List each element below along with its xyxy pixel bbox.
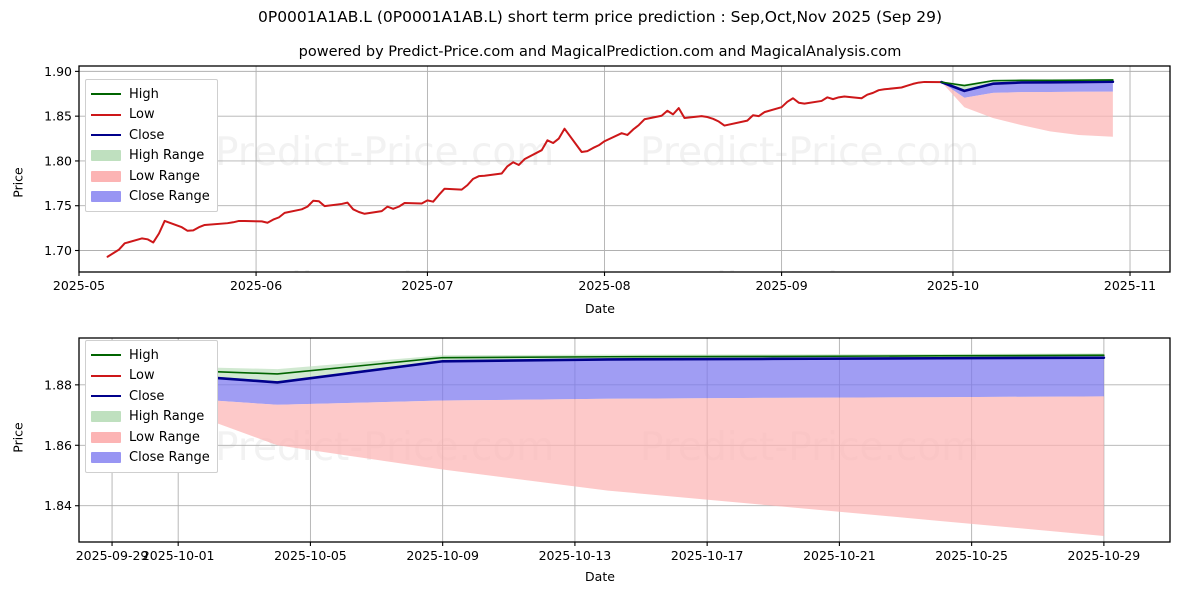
legend-line-swatch [91, 354, 121, 357]
overview-chart: Predict-Price.com Predict-Price.com Predic… [10, 64, 1171, 316]
x-tick-label: 2025-10-01 [142, 548, 215, 563]
legend-item-high: High [91, 84, 210, 105]
y-tick-label: 1.85 [44, 109, 72, 124]
series-high [940, 79, 1114, 87]
legend-item-low: Low [91, 105, 210, 126]
legend-item-label: High Range [129, 409, 205, 425]
page-title: 0P0001A1AB.L (0P0001A1AB.L) short term p… [257, 8, 942, 26]
series-close [940, 80, 1115, 93]
legend-item-close: Close [91, 125, 210, 146]
legend-item-label: Close [129, 388, 165, 404]
x-tick-label: 2025-10-17 [671, 548, 744, 563]
legend-item-low: Low [91, 366, 210, 387]
legend-band-swatch [91, 191, 121, 203]
legend-item-label: High Range [129, 148, 205, 164]
x-tick-label: 2025-10-25 [935, 548, 1008, 563]
y-tick-label: 1.90 [44, 64, 72, 79]
x-tick-label: 2025-06 [230, 278, 282, 293]
forecast-detail-chart: Predict-Price.comPredict-Price.com1.841.… [0, 320, 1200, 600]
x-tick-label: 2025-08 [578, 278, 630, 293]
band-close-range [112, 357, 1104, 405]
overview-chart-canvas: Predict-Price.com Predict-Price.com Predic… [44, 64, 1171, 310]
legend-item-low-range: Low Range [91, 166, 210, 187]
y-tick-label: 1.88 [44, 377, 72, 392]
y-tick-label: 1.75 [44, 198, 72, 213]
legend-item-label: Close [129, 127, 165, 143]
legend-line-swatch [91, 113, 121, 116]
legend-line-swatch [91, 374, 121, 377]
y-tick-label: 1.86 [44, 438, 72, 453]
legend-item-label: Low Range [129, 168, 200, 184]
legend-line-swatch [91, 395, 121, 398]
x-tick-label: 2025-09-29 [76, 548, 149, 563]
legend-item-label: Close Range [129, 189, 210, 205]
legend-item-close: Close [91, 386, 210, 407]
legend-band-swatch [91, 431, 121, 443]
y-tick-label: 1.70 [44, 243, 72, 258]
x-tick-label: 2025-10-29 [1068, 548, 1141, 563]
legend-item-label: Low Range [129, 429, 200, 445]
grid-lines [78, 66, 1170, 272]
detail-yaxis-label: Price [10, 422, 26, 453]
forecast-detail-canvas: Predict-Price.comPredict-Price.com1.841.… [44, 337, 1171, 563]
x-tick-label: 2025-10-05 [274, 548, 347, 563]
plot-frame [78, 65, 1171, 273]
watermark-text: Predict-Price.com [640, 265, 979, 310]
watermark-text: Predict-Price.com [215, 130, 554, 175]
legend-item-label: Low [129, 107, 155, 123]
x-tick-label: 2025-07 [401, 278, 453, 293]
legend-band-swatch [91, 411, 121, 423]
legend-item-high-range: High Range [91, 407, 210, 428]
plot-frame [78, 337, 1171, 543]
legend-item-label: High [129, 347, 159, 363]
legend-item-label: High [129, 86, 159, 102]
legend-band-swatch [91, 150, 121, 162]
legend-item-label: Close Range [129, 450, 210, 466]
overview-yaxis-label: Price [10, 167, 26, 198]
watermark-text: Predict-Price.com [640, 130, 979, 175]
legend-item-low-range: Low Range [91, 427, 210, 448]
x-tick-label: 2025-10-13 [539, 548, 612, 563]
band-low-range [941, 82, 1113, 137]
x-tick-label: 2025-11 [1104, 278, 1156, 293]
detail-legend: High Low Close High Range Low Range Close Ran… [85, 340, 218, 473]
page-subtitle: powered by Predict-Price.com and Magical… [298, 44, 902, 60]
legend-band-swatch [91, 452, 121, 464]
series-low [106, 80, 943, 258]
legend-item-high-range: High Range [91, 146, 210, 167]
watermark-text: Predict-Price.com [215, 265, 554, 310]
overview-legend: High Low Close High Range Low Range Close Ran… [85, 79, 218, 212]
y-tick-label: 1.80 [44, 153, 72, 168]
legend-item-label: Low [129, 368, 155, 384]
x-tick-label: 2025-10 [927, 278, 979, 293]
legend-line-swatch [91, 93, 121, 96]
x-tick-label: 2025-10-21 [803, 548, 876, 563]
x-tick-label: 2025-10-09 [406, 548, 479, 563]
watermark-group: Predict-Price.com Predict-Price.com Predic… [215, 130, 979, 310]
legend-item-close-range: Close Range [91, 448, 210, 469]
x-tick-label: 2025-09 [755, 278, 807, 293]
x-tick-label: 2025-05 [53, 278, 105, 293]
legend-line-swatch [91, 134, 121, 137]
axis-ticks: 1.70 1.75 1.80 1.85 1.90 2025-05 2025-06 2025-0… [44, 64, 1156, 293]
y-tick-label: 1.84 [44, 498, 72, 513]
legend-item-high: High [91, 345, 210, 366]
detail-xaxis-label: Date [585, 569, 615, 584]
legend-band-swatch [91, 170, 121, 182]
series-lines [106, 79, 1115, 258]
band-low-range [112, 360, 1104, 536]
legend-item-close-range: Close Range [91, 187, 210, 208]
overview-xaxis-label: Date [585, 301, 615, 316]
